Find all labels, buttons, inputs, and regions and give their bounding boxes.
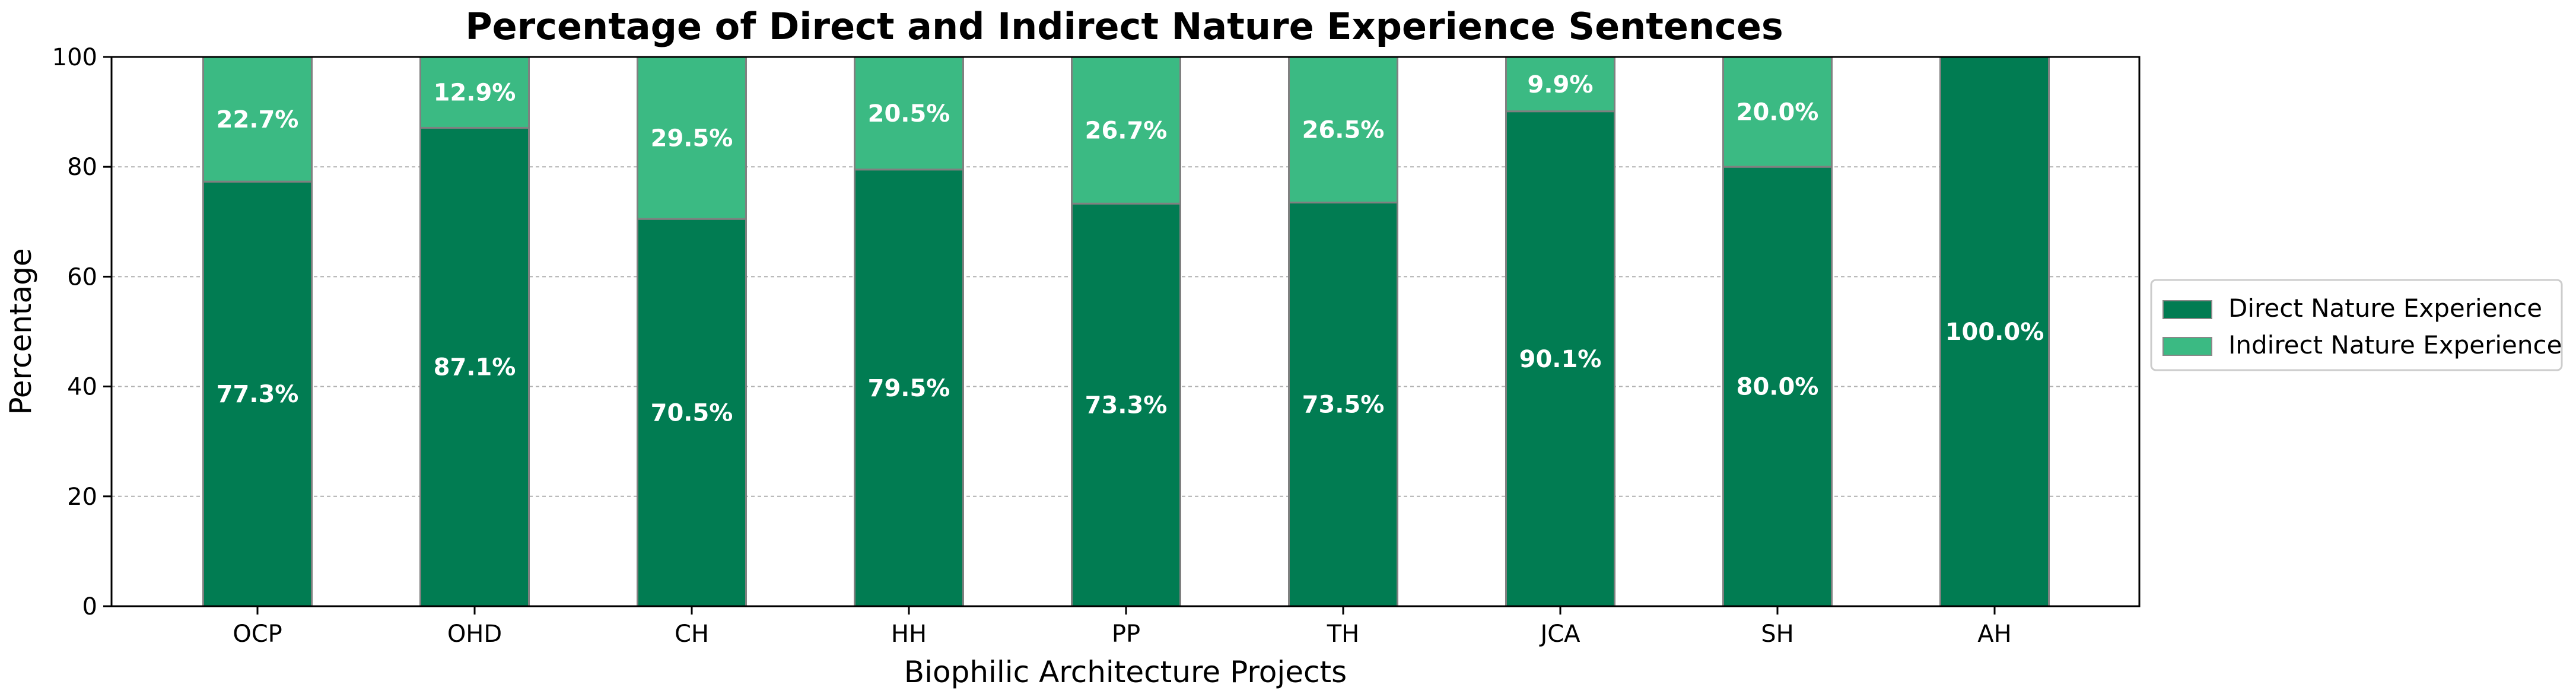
x-axis-ticks: OCP OHD CH HH PP TH JCA SH AH xyxy=(233,606,2012,648)
value-label-indirect-ch: 29.5% xyxy=(651,125,733,152)
value-label-direct-jca: 90.1% xyxy=(1519,346,1602,373)
x-tick-label-ohd: OHD xyxy=(447,620,502,648)
value-label-direct-ohd: 87.1% xyxy=(434,354,516,381)
value-label-indirect-jca: 9.9% xyxy=(1528,71,1594,98)
bar-indirect-ch xyxy=(637,56,747,220)
y-axis-label: Percentage xyxy=(4,248,38,415)
value-label-direct-hh: 79.5% xyxy=(868,375,950,402)
y-tick-label: 20 xyxy=(67,483,97,511)
y-tick-label: 80 xyxy=(67,154,97,181)
y-tick-label: 100 xyxy=(52,44,97,71)
x-tick-label-pp: PP xyxy=(1112,620,1140,648)
bars xyxy=(202,56,2050,607)
value-label-direct-ocp: 77.3% xyxy=(217,381,299,408)
value-label-indirect-hh: 20.5% xyxy=(868,100,950,128)
legend-label-indirect: Indirect Nature Experience xyxy=(2228,330,2562,359)
bar-direct-hh xyxy=(854,168,964,607)
x-tick-label-th: TH xyxy=(1327,620,1360,648)
legend-label-direct: Direct Nature Experience xyxy=(2228,294,2542,323)
x-tick-label-sh: SH xyxy=(1761,620,1793,648)
bar-indirect-pp xyxy=(1071,56,1181,205)
bar-indirect-hh xyxy=(854,56,964,171)
value-label-direct-ah: 100.0% xyxy=(1945,319,2044,346)
bar-direct-th xyxy=(1288,201,1398,607)
bar-indirect-th xyxy=(1288,56,1398,203)
bar-direct-pp xyxy=(1071,202,1181,607)
bar-direct-ah xyxy=(1939,56,2050,607)
value-label-direct-sh: 80.0% xyxy=(1737,374,1819,401)
x-tick-label-hh: HH xyxy=(891,620,927,648)
legend-swatch-direct xyxy=(2162,300,2212,319)
y-tick-label: 0 xyxy=(82,593,97,620)
legend-frame xyxy=(2150,279,2563,371)
y-tick-label: 60 xyxy=(67,263,97,291)
legend-swatch-indirect xyxy=(2162,337,2212,356)
bar-direct-ch xyxy=(637,218,747,607)
legend: Direct Nature Experience Indirect Nature… xyxy=(2150,279,2563,371)
chart-title: Percentage of Direct and Indirect Nature… xyxy=(465,5,1783,48)
x-tick-label-ocp: OCP xyxy=(233,620,282,648)
value-label-indirect-th: 26.5% xyxy=(1302,117,1385,144)
x-tick-label-jca: JCA xyxy=(1538,620,1580,648)
value-label-direct-pp: 73.3% xyxy=(1085,392,1168,419)
x-tick-label-ch: CH xyxy=(675,620,709,648)
value-label-direct-th: 73.5% xyxy=(1302,391,1385,419)
bar-direct-sh xyxy=(1722,165,1833,607)
value-label-indirect-sh: 20.0% xyxy=(1737,99,1819,126)
value-label-indirect-pp: 26.7% xyxy=(1085,117,1168,145)
value-label-direct-ch: 70.5% xyxy=(651,400,733,427)
bar-indirect-sh xyxy=(1722,56,1833,168)
x-tick-label-ah: AH xyxy=(1977,620,2011,648)
bar-indirect-jca xyxy=(1505,56,1615,113)
bar-value-labels: 77.3% 22.7% 87.1% 12.9% 70.5% 29.5% 79.5% 20.5%… xyxy=(217,71,2044,427)
bar-indirect-ohd xyxy=(419,56,530,129)
x-axis-label: Biophilic Architecture Projects xyxy=(904,655,1347,689)
y-tick-label: 40 xyxy=(67,374,97,401)
value-label-indirect-ocp: 22.7% xyxy=(217,106,299,133)
value-label-indirect-ohd: 12.9% xyxy=(434,79,516,107)
bar-direct-ocp xyxy=(202,180,313,607)
y-axis-ticks: 0 20 40 60 80 100 xyxy=(52,44,112,620)
bar-direct-ohd xyxy=(419,126,530,607)
